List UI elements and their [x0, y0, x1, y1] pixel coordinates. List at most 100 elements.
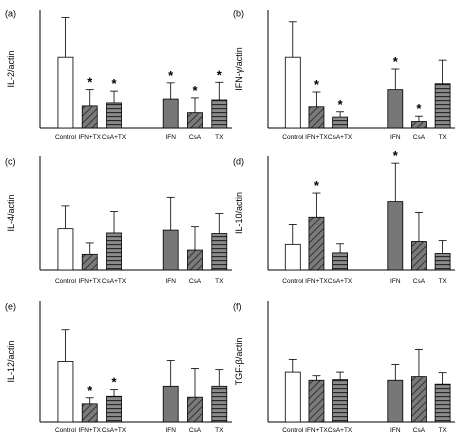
x-tick-label: CsA [413, 427, 426, 434]
bar-control [57, 361, 74, 423]
significance-star: * [87, 383, 93, 398]
panel-a: (a) IL-2/actin Control * IFN+TX * CsA+TX * IFN * C… [5, 8, 232, 141]
significance-star: * [416, 101, 422, 116]
x-tick-label: CsA [189, 278, 202, 285]
bar-csa [187, 112, 203, 129]
x-tick-label: Control [55, 278, 77, 285]
bar-ifn [387, 201, 404, 271]
bar-control [284, 243, 301, 271]
bar-control [57, 228, 74, 271]
bar-ifn [162, 385, 179, 423]
bar-tx [211, 233, 228, 271]
x-tick-label: IFN [165, 427, 176, 434]
bar-csa [411, 376, 427, 423]
x-tick-label: CsA [413, 278, 426, 285]
x-tick-label: IFN [165, 134, 176, 141]
x-tick-label: Control [282, 427, 304, 434]
y-axis-label: TGF-β/actin [234, 338, 244, 386]
panel-d: (d) IL-10/actin Control * IFN+TX CsA+TX * IFN Cs… [233, 148, 455, 285]
x-tick-label: TX [438, 278, 447, 285]
y-axis-label: IL-2/actin [6, 50, 16, 87]
x-tick-label: CsA [413, 134, 426, 141]
bar-control [57, 56, 74, 129]
panel-c: (c) IL-4/actin Control IFN+TX CsA+TX IFN CsA TX [5, 156, 232, 285]
bar-ifn-tx [308, 379, 325, 423]
bar-tx [211, 385, 228, 423]
x-tick-label: CsA+TX [102, 278, 127, 285]
bar-csa-tx [332, 116, 348, 129]
x-tick-label: IFN+TX [78, 278, 101, 285]
panel-label: (a) [5, 8, 16, 18]
panel-f: (f) TGF-β/actin Control IFN+TX CsA+TX IFN CsA T… [233, 301, 455, 434]
x-tick-label: IFN+TX [305, 134, 328, 141]
bar-ifn-tx [308, 106, 325, 129]
bar-tx [434, 253, 451, 271]
bar-csa-tx [106, 102, 122, 129]
bar-ifn [387, 379, 404, 423]
significance-star: * [314, 178, 320, 193]
bar-ifn-tx [81, 253, 98, 271]
x-tick-label: IFN+TX [305, 427, 328, 434]
panel-label: (e) [5, 301, 16, 311]
significance-star: * [338, 97, 344, 112]
significance-star: * [168, 68, 174, 83]
y-axis-label: IL-10/actin [234, 192, 244, 234]
bar-ifn [162, 229, 179, 271]
bar-csa-tx [106, 232, 122, 271]
bar-csa-tx [332, 379, 348, 423]
x-tick-label: CsA+TX [102, 427, 127, 434]
x-tick-label: IFN+TX [78, 427, 101, 434]
bar-tx [211, 99, 228, 129]
x-tick-label: CsA [189, 134, 202, 141]
bar-csa-tx [332, 252, 348, 271]
x-tick-label: TX [215, 427, 224, 434]
x-tick-label: IFN [390, 134, 401, 141]
bar-csa-tx [106, 395, 122, 423]
bar-tx [434, 83, 451, 129]
x-tick-label: CsA+TX [102, 134, 127, 141]
significance-star: * [111, 375, 117, 390]
bar-ifn-tx [308, 216, 325, 271]
x-tick-label: IFN+TX [305, 278, 328, 285]
bar-control [284, 371, 301, 423]
bar-ifn [387, 89, 404, 129]
significance-star: * [393, 54, 399, 69]
bar-ifn-tx [81, 403, 98, 423]
panel-label: (b) [233, 8, 244, 18]
x-tick-label: Control [282, 278, 304, 285]
bar-csa [187, 396, 203, 423]
panel-e: (e) IL-12/actin Control * IFN+TX * CsA+TX IFN Cs… [5, 301, 232, 434]
x-tick-label: TX [215, 134, 224, 141]
y-axis-label: IFN-γ/actin [234, 47, 244, 91]
significance-star: * [87, 75, 93, 90]
panel-label: (f) [233, 301, 242, 311]
x-tick-label: Control [282, 134, 304, 141]
x-tick-label: CsA+TX [328, 427, 353, 434]
bar-control [284, 56, 301, 129]
y-axis-label: IL-4/actin [6, 194, 16, 231]
x-tick-label: CsA+TX [328, 278, 353, 285]
panel-label: (d) [233, 156, 244, 166]
x-tick-label: IFN+TX [78, 134, 101, 141]
bar-csa [411, 121, 427, 129]
significance-star: * [111, 76, 117, 91]
significance-star: * [192, 83, 198, 98]
x-tick-label: Control [55, 134, 77, 141]
significance-star: * [314, 77, 320, 92]
x-tick-label: CsA+TX [328, 134, 353, 141]
panel-label: (c) [5, 156, 16, 166]
significance-star: * [217, 67, 223, 82]
panel-b: (b) IFN-γ/actin Control * IFN+TX * CsA+TX * IFN *… [233, 8, 455, 141]
significance-star: * [393, 148, 399, 163]
x-tick-label: CsA [189, 427, 202, 434]
x-tick-label: IFN [390, 427, 401, 434]
x-tick-label: TX [215, 278, 224, 285]
bar-tx [434, 383, 451, 423]
bar-csa [187, 249, 203, 271]
x-tick-label: IFN [165, 278, 176, 285]
bar-ifn [162, 98, 179, 129]
x-tick-label: TX [438, 427, 447, 434]
bar-csa [411, 241, 427, 271]
x-tick-label: TX [438, 134, 447, 141]
